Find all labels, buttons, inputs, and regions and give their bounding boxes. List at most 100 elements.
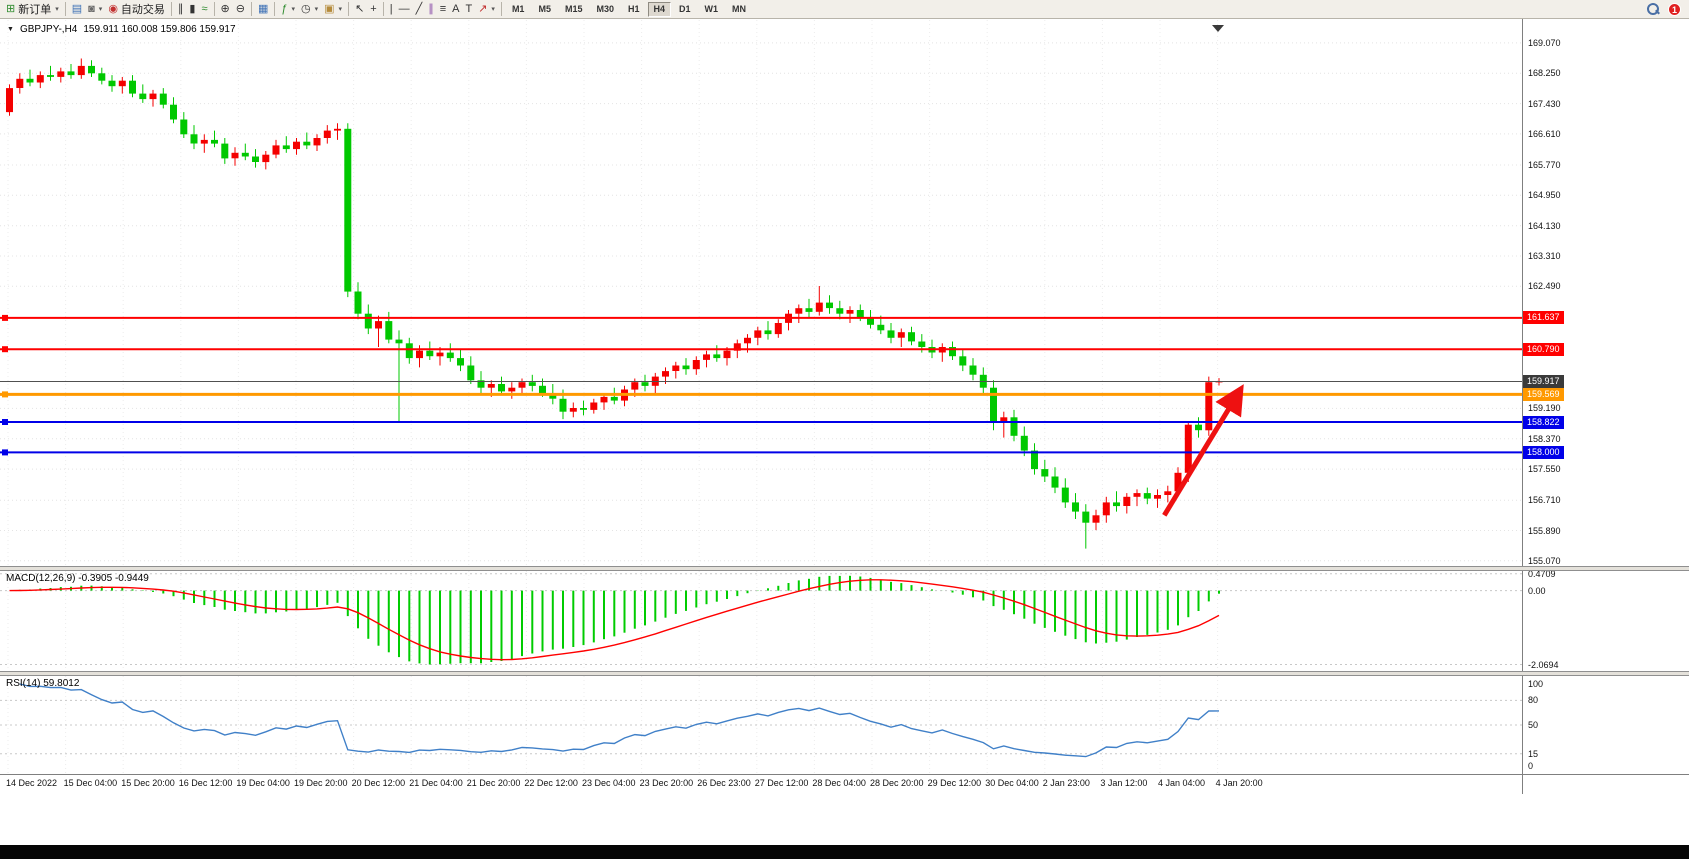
toolbar-separator <box>213 2 215 16</box>
price-level-tag: 159.569 <box>1523 387 1564 401</box>
equidistant-channel-button[interactable]: ∥ <box>425 1 437 18</box>
zoom-out-button[interactable]: ⊖ <box>233 1 248 18</box>
time-axis-label: 28 Dec 04:00 <box>812 778 866 788</box>
macd-axis-label: 0.00 <box>1528 585 1546 596</box>
zoom-out-icon: ⊖ <box>235 2 245 15</box>
horizontal-line-icon: — <box>398 2 410 15</box>
timeframe-h4-button[interactable]: H4 <box>647 1 672 17</box>
price-axis-label: 166.610 <box>1528 128 1561 139</box>
zoom-in-button[interactable]: ⊕ <box>218 1 233 18</box>
time-axis-label: 21 Dec 20:00 <box>466 778 521 788</box>
price-level-tag: 158.822 <box>1523 415 1564 429</box>
fibonacci-icon: ≡ <box>439 2 447 15</box>
time-axis-label: 2 Jan 23:00 <box>1042 778 1090 788</box>
timeframe-mn-button[interactable]: MN <box>732 3 747 14</box>
label-button[interactable]: T <box>462 1 475 18</box>
rsi-axis-label: 0 <box>1528 761 1534 771</box>
bar-chart-icon: ∥ <box>177 2 184 15</box>
profiles-icon: ◙ <box>88 2 95 15</box>
trendline-icon: ╱ <box>415 2 423 15</box>
templates-button[interactable]: ▣ ▾ <box>321 1 345 18</box>
price-axis-label: 165.770 <box>1528 160 1561 170</box>
price-axis-label: 164.950 <box>1528 190 1561 201</box>
timeframe-w1-button[interactable]: W1 <box>704 3 719 14</box>
price-level-tag: 159.917 <box>1523 375 1564 388</box>
bar-chart-button[interactable]: ∥ <box>175 1 187 18</box>
time-axis-label: 4 Jan 20:00 <box>1215 778 1263 788</box>
line-chart-icon: ≈ <box>201 2 208 15</box>
timeframe-m15-button[interactable]: M15 <box>564 3 583 14</box>
time-axis-label: 3 Jan 12:00 <box>1100 778 1148 788</box>
charts-grid-button[interactable]: ▤ <box>69 1 85 18</box>
candlestick-chart-button[interactable]: ▮ <box>186 1 198 18</box>
toolbar-separator <box>500 2 502 16</box>
charts-grid-icon: ▤ <box>71 2 83 15</box>
dropdown-caret-icon: ▾ <box>314 6 319 13</box>
timeframe-d1-button[interactable]: D1 <box>679 3 691 14</box>
time-axis-label: 4 Jan 04:00 <box>1158 778 1206 788</box>
trendline-button[interactable]: ╱ <box>413 1 426 18</box>
arrows-icon: ↗ <box>478 2 488 15</box>
toolbar-separator <box>274 2 276 16</box>
indicators-icon: ƒ <box>281 2 288 15</box>
text-button[interactable]: A <box>449 1 462 18</box>
horizontal-line-button[interactable]: — <box>396 1 413 18</box>
rsi-canvas[interactable] <box>0 676 1522 774</box>
auto-trading-button[interactable]: ◉ 自动交易 <box>105 1 168 18</box>
price-axis-label: 155.070 <box>1528 555 1561 566</box>
indicators-button[interactable]: ƒ ▾ <box>278 1 298 18</box>
search-icon[interactable] <box>1646 2 1660 16</box>
bottom-strip <box>0 845 1689 859</box>
main-chart-canvas[interactable] <box>0 20 1522 566</box>
price-axis-label: 155.890 <box>1528 525 1561 536</box>
label-icon: T <box>465 2 473 15</box>
price-axis-label: 157.550 <box>1528 464 1561 475</box>
rsi-axis-label: 100 <box>1528 679 1544 689</box>
chart-title: ▼ GBPJPY-,H4 159.911 160.008 159.806 159… <box>7 24 236 35</box>
cursor-icon: ↖ <box>355 2 365 15</box>
time-axis-label: 26 Dec 23:00 <box>697 778 751 788</box>
candlestick-chart-icon: ▮ <box>189 2 196 15</box>
price-level-tag: 158.000 <box>1523 445 1564 459</box>
macd-axis-label: 0.4709 <box>1528 568 1556 579</box>
periods-button[interactable]: ◷ ▾ <box>298 1 321 18</box>
chart-shift-marker[interactable] <box>1212 25 1224 32</box>
timeframe-h1-button[interactable]: H1 <box>628 3 640 14</box>
line-chart-button[interactable]: ≈ <box>198 1 210 18</box>
fibonacci-button[interactable]: ≡ <box>437 1 449 18</box>
macd-canvas[interactable] <box>0 571 1522 671</box>
time-axis-label: 23 Dec 04:00 <box>582 778 636 788</box>
price-axis-label: 164.130 <box>1528 220 1561 231</box>
price-level-tag: 160.790 <box>1523 342 1564 356</box>
time-axis-label: 29 Dec 12:00 <box>927 778 982 788</box>
arrows-button[interactable]: ↗ ▾ <box>475 1 498 18</box>
cursor-button[interactable]: ↖ <box>352 1 367 18</box>
price-axis-label: 169.070 <box>1528 37 1561 48</box>
time-axis-label: 21 Dec 04:00 <box>409 778 463 788</box>
price-axis-label: 158.370 <box>1528 433 1561 444</box>
time-axis-label: 23 Dec 20:00 <box>639 778 694 788</box>
trend-arrow-annotation[interactable] <box>1162 384 1244 517</box>
timeframe-m5-button[interactable]: M5 <box>538 3 551 14</box>
dropdown-caret-icon: ▾ <box>98 6 103 13</box>
macd-indicator-label: MACD(12,26,9) -0.3905 -0.9449 <box>6 573 149 584</box>
macd-panel-divider[interactable] <box>0 566 1689 571</box>
rsi-axis-label: 80 <box>1528 695 1539 706</box>
crosshair-button[interactable]: + <box>367 1 379 18</box>
price-axis-label: 163.310 <box>1528 251 1561 261</box>
notification-badge[interactable]: 1 <box>1668 2 1681 16</box>
rsi-axis-label: 15 <box>1528 748 1539 759</box>
time-axis-label: 19 Dec 20:00 <box>294 778 348 788</box>
tile-windows-button[interactable]: ▦ <box>255 1 271 18</box>
vertical-line-button[interactable]: | <box>387 1 396 18</box>
rsi-panel-divider[interactable] <box>0 671 1689 676</box>
time-axis-label: 19 Dec 04:00 <box>236 778 290 788</box>
timeframe-m1-button[interactable]: M1 <box>511 3 525 14</box>
chart-menu-arrow-icon[interactable]: ▼ <box>7 26 14 33</box>
new-order-button[interactable]: ⊞ 新订单 ▾ <box>3 1 62 18</box>
timeframe-m30-button[interactable]: M30 <box>596 3 614 14</box>
time-axis-label: 14 Dec 2022 <box>6 778 58 788</box>
profiles-button[interactable]: ◙ ▾ <box>85 1 105 18</box>
toolbar-separator <box>170 2 172 16</box>
